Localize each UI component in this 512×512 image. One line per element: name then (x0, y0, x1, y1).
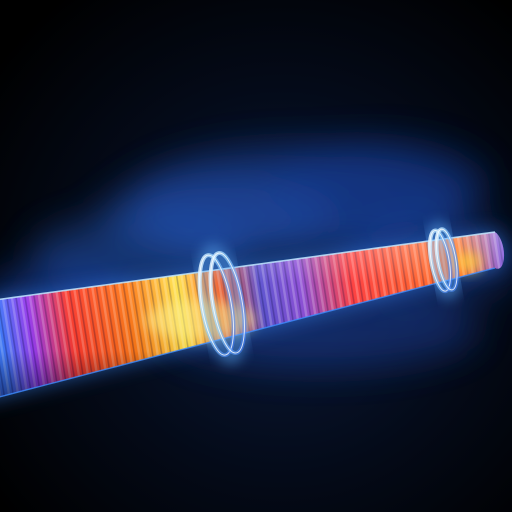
coupling-ring-left (196, 243, 248, 365)
pipe (0, 231, 505, 398)
coupling-ring-right (425, 220, 462, 300)
pipe-edge-highlight (0, 231, 496, 301)
coupling-rings (196, 220, 462, 365)
hot-spot (145, 300, 255, 340)
